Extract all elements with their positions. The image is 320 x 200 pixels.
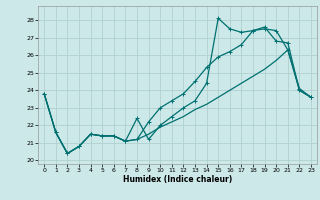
X-axis label: Humidex (Indice chaleur): Humidex (Indice chaleur) <box>123 175 232 184</box>
